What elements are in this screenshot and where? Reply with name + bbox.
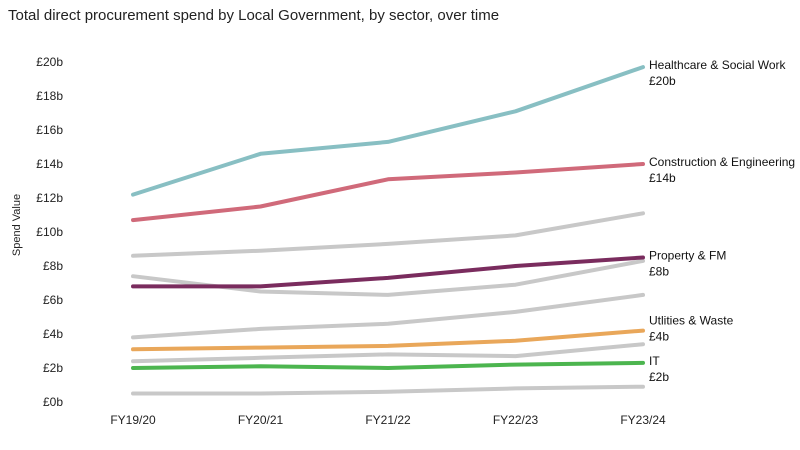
series-end-labels: Healthcare & Social Work £20b Construction… (649, 58, 795, 384)
series-name-label: Utlities & Waste (649, 314, 734, 328)
y-tick-label: £10b (36, 225, 63, 239)
y-tick-label: £4b (43, 327, 63, 341)
series-lines (131, 65, 645, 396)
series-value-label: £2b (649, 370, 669, 384)
y-axis: £0b £2b £4b £6b £8b £10b £12b £14b £16b £18b £20b (36, 55, 63, 409)
y-tick-label: £12b (36, 191, 63, 205)
y-tick-label: £6b (43, 293, 63, 307)
y-axis-title: Spend Value (11, 194, 23, 256)
x-tick-label: FY21/22 (365, 413, 411, 427)
series-name-label: IT (649, 354, 660, 368)
series-line (131, 360, 645, 370)
series-name-label: Healthcare & Social Work (649, 58, 787, 72)
series-name-label: Construction & Engineering (649, 155, 795, 169)
series-value-label: £8b (649, 265, 669, 279)
x-tick-label: FY23/24 (620, 413, 666, 427)
series-line (131, 65, 645, 197)
series-line (131, 328, 645, 352)
y-tick-label: £14b (36, 157, 63, 171)
x-tick-label: FY20/21 (238, 413, 284, 427)
y-tick-label: £0b (43, 395, 63, 409)
y-tick-label: £16b (36, 123, 63, 137)
x-tick-label: FY22/23 (493, 413, 539, 427)
series-name-label: Property & FM (649, 249, 726, 263)
series-value-label: £14b (649, 171, 676, 185)
x-tick-label: FY19/20 (110, 413, 156, 427)
series-line (131, 211, 645, 258)
y-tick-label: £20b (36, 55, 63, 69)
chart-title: Total direct procurement spend by Local … (8, 7, 500, 24)
y-tick-label: £8b (43, 259, 63, 273)
series-line (131, 255, 645, 289)
series-value-label: £4b (649, 330, 669, 344)
series-line (131, 292, 645, 340)
series-line (131, 162, 645, 223)
x-axis: FY19/20 FY20/21 FY21/22 FY22/23 FY23/24 (110, 413, 666, 427)
y-tick-label: £2b (43, 361, 63, 375)
series-value-label: £20b (649, 74, 676, 88)
series-line (131, 342, 645, 364)
series-line (131, 384, 645, 396)
y-tick-label: £18b (36, 89, 63, 103)
